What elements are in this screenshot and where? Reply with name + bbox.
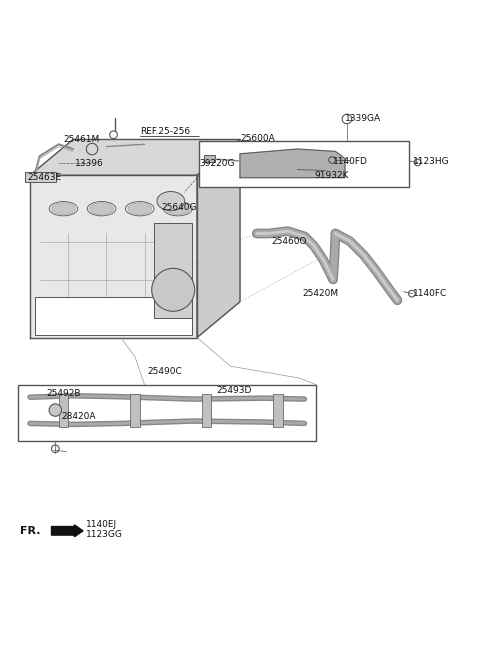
Text: 1123GG: 1123GG xyxy=(86,529,123,539)
Polygon shape xyxy=(197,140,240,338)
Text: 1140EJ: 1140EJ xyxy=(86,520,118,529)
Bar xyxy=(18,385,316,441)
Polygon shape xyxy=(30,175,197,338)
Bar xyxy=(35,297,192,335)
Text: 39220G: 39220G xyxy=(199,159,235,168)
Bar xyxy=(199,141,409,187)
Text: REF.25-256: REF.25-256 xyxy=(140,127,190,136)
Text: 25490C: 25490C xyxy=(147,367,182,377)
Polygon shape xyxy=(30,140,240,175)
Bar xyxy=(154,223,192,318)
Text: 1140FC: 1140FC xyxy=(413,289,447,298)
Ellipse shape xyxy=(51,203,75,215)
Bar xyxy=(204,155,215,163)
Ellipse shape xyxy=(166,203,190,215)
Text: 25492B: 25492B xyxy=(47,390,81,398)
Text: 25420M: 25420M xyxy=(302,289,338,298)
Text: 25600A: 25600A xyxy=(240,134,275,142)
FancyArrow shape xyxy=(51,525,83,537)
Ellipse shape xyxy=(157,192,185,211)
Bar xyxy=(202,394,211,427)
Text: 1339GA: 1339GA xyxy=(345,115,381,123)
Text: 28420A: 28420A xyxy=(61,412,96,420)
Text: 25461M: 25461M xyxy=(63,135,100,144)
Text: 25463E: 25463E xyxy=(28,173,62,182)
Text: FR.: FR. xyxy=(20,526,40,536)
Bar xyxy=(130,394,140,427)
Text: 91932K: 91932K xyxy=(314,171,348,180)
Text: 13396: 13396 xyxy=(75,159,104,168)
Polygon shape xyxy=(240,149,345,178)
Bar xyxy=(59,394,68,427)
Text: 25640G: 25640G xyxy=(161,203,197,212)
Text: 1123HG: 1123HG xyxy=(413,157,449,167)
Ellipse shape xyxy=(90,203,114,215)
Bar xyxy=(274,394,283,427)
Ellipse shape xyxy=(128,203,152,215)
Bar xyxy=(25,172,56,182)
Text: 25493D: 25493D xyxy=(216,386,252,396)
Text: 1140FD: 1140FD xyxy=(333,157,368,167)
Circle shape xyxy=(152,268,195,312)
Circle shape xyxy=(49,404,61,417)
Text: 25460O: 25460O xyxy=(271,237,307,245)
